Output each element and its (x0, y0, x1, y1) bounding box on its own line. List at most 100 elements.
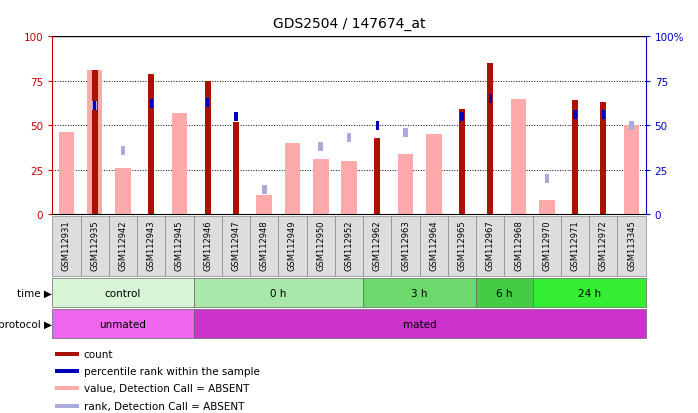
FancyBboxPatch shape (137, 217, 165, 277)
Text: GSM112942: GSM112942 (119, 220, 128, 270)
Text: GSM112947: GSM112947 (232, 220, 241, 271)
FancyBboxPatch shape (618, 217, 646, 277)
Bar (148, 74, 154, 215)
FancyBboxPatch shape (193, 309, 646, 339)
Bar (149, 100, 153, 109)
Bar (426, 135, 442, 215)
Bar (374, 138, 380, 215)
FancyBboxPatch shape (222, 217, 250, 277)
Bar (602, 111, 605, 120)
Bar (459, 110, 465, 215)
Text: 0 h: 0 h (270, 288, 287, 298)
FancyBboxPatch shape (505, 217, 533, 277)
Bar (376, 121, 379, 131)
FancyBboxPatch shape (306, 217, 335, 277)
Text: GSM112963: GSM112963 (401, 220, 410, 271)
Bar (313, 160, 329, 215)
Bar (347, 134, 351, 143)
Bar (55, 352, 79, 356)
Text: GSM112967: GSM112967 (486, 220, 495, 271)
Bar (121, 146, 125, 155)
Text: GSM112965: GSM112965 (457, 220, 466, 271)
Text: GSM112968: GSM112968 (514, 220, 523, 271)
FancyBboxPatch shape (80, 217, 109, 277)
Text: protocol ▶: protocol ▶ (0, 319, 52, 329)
Text: GSM113345: GSM113345 (627, 220, 636, 271)
Bar (403, 128, 408, 138)
FancyBboxPatch shape (476, 217, 505, 277)
Text: control: control (105, 288, 141, 298)
FancyBboxPatch shape (109, 217, 137, 277)
Bar (487, 64, 493, 215)
FancyBboxPatch shape (335, 217, 363, 277)
FancyBboxPatch shape (250, 217, 279, 277)
Text: rank, Detection Call = ABSENT: rank, Detection Call = ABSENT (84, 401, 244, 411)
Bar (341, 161, 357, 215)
Text: GSM112950: GSM112950 (316, 220, 325, 270)
FancyBboxPatch shape (279, 217, 306, 277)
FancyBboxPatch shape (561, 217, 589, 277)
FancyBboxPatch shape (52, 217, 80, 277)
FancyBboxPatch shape (52, 309, 193, 339)
Bar (285, 144, 300, 215)
Text: GSM112943: GSM112943 (147, 220, 156, 271)
Bar (256, 195, 272, 215)
FancyBboxPatch shape (363, 217, 392, 277)
Text: mated: mated (403, 319, 436, 329)
FancyBboxPatch shape (448, 217, 476, 277)
Text: percentile rank within the sample: percentile rank within the sample (84, 366, 260, 376)
Text: value, Detection Call = ABSENT: value, Detection Call = ABSENT (84, 383, 249, 394)
FancyBboxPatch shape (533, 278, 646, 308)
FancyBboxPatch shape (193, 278, 363, 308)
Text: 24 h: 24 h (577, 288, 601, 298)
Text: GSM112945: GSM112945 (175, 220, 184, 270)
Bar (91, 71, 98, 215)
Bar (205, 82, 211, 215)
Text: count: count (84, 349, 113, 359)
Bar (572, 101, 578, 215)
Bar (55, 387, 79, 390)
Text: GSM112962: GSM112962 (373, 220, 382, 271)
Text: GSM112948: GSM112948 (260, 220, 269, 271)
FancyBboxPatch shape (419, 217, 448, 277)
Bar (55, 369, 79, 373)
Bar (115, 169, 131, 215)
FancyBboxPatch shape (392, 217, 419, 277)
FancyBboxPatch shape (363, 278, 476, 308)
Bar (92, 102, 97, 111)
Bar (93, 102, 96, 111)
FancyBboxPatch shape (476, 278, 533, 308)
Text: time ▶: time ▶ (17, 288, 52, 298)
Bar (600, 103, 607, 215)
Text: GSM112964: GSM112964 (429, 220, 438, 271)
Text: unmated: unmated (100, 319, 147, 329)
FancyBboxPatch shape (165, 217, 193, 277)
Bar (630, 121, 634, 131)
Bar (460, 113, 463, 121)
Bar (87, 71, 103, 215)
Text: GSM112970: GSM112970 (542, 220, 551, 271)
Text: GSM112952: GSM112952 (345, 220, 353, 270)
Bar (511, 100, 526, 215)
FancyBboxPatch shape (589, 217, 618, 277)
Bar (539, 201, 554, 215)
Text: GSM112931: GSM112931 (62, 220, 71, 271)
FancyBboxPatch shape (533, 217, 561, 277)
Bar (59, 133, 74, 215)
Text: GSM112972: GSM112972 (599, 220, 608, 271)
Bar (398, 154, 413, 215)
Text: GSM112935: GSM112935 (90, 220, 99, 271)
Bar (233, 122, 239, 215)
Text: GSM112949: GSM112949 (288, 220, 297, 270)
Text: GDS2504 / 147674_at: GDS2504 / 147674_at (273, 17, 425, 31)
FancyBboxPatch shape (193, 217, 222, 277)
Text: 3 h: 3 h (411, 288, 428, 298)
Bar (318, 143, 323, 152)
Text: GSM112971: GSM112971 (570, 220, 579, 271)
Bar (573, 111, 577, 120)
Bar (235, 113, 238, 121)
Text: GSM112946: GSM112946 (203, 220, 212, 271)
Bar (544, 175, 549, 184)
Bar (172, 114, 187, 215)
Text: 6 h: 6 h (496, 288, 512, 298)
